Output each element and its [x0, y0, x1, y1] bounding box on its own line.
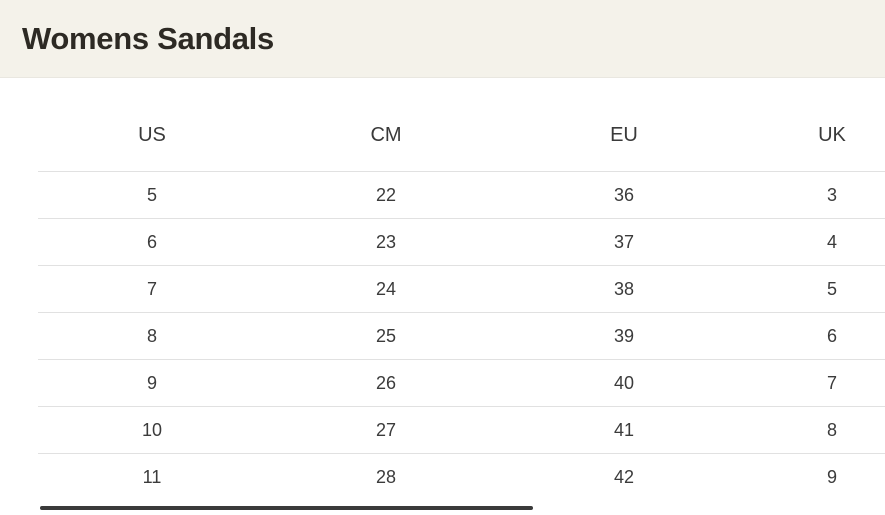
- table-row: 5 22 36 3: [38, 171, 885, 218]
- table-cell: 37: [613, 231, 635, 252]
- table-header-row: US CM EU UK: [38, 100, 885, 171]
- column-header-us: US: [138, 124, 166, 146]
- table-cell: 9: [146, 372, 157, 393]
- table-row: 11 28 42 9: [38, 453, 885, 500]
- table-cell: 3: [826, 184, 837, 205]
- size-chart-header: Womens Sandals: [0, 0, 885, 78]
- table-cell: 10: [141, 419, 163, 440]
- size-chart-table: US CM EU UK 5 22 36 3 6 23 37 4 7 24 38 5 8 25 39 6 9 26 4…: [38, 100, 885, 500]
- table-cell: 39: [613, 325, 635, 346]
- table-row: 7 24 38 5: [38, 265, 885, 312]
- table-cell: 28: [375, 466, 397, 487]
- table-cell: 23: [375, 231, 397, 252]
- table-cell: 6: [826, 325, 837, 346]
- column-header-eu: EU: [610, 124, 638, 146]
- table-cell: 25: [375, 325, 397, 346]
- table-cell: 6: [146, 231, 157, 252]
- table-cell: 26: [375, 372, 397, 393]
- table-cell: 24: [375, 278, 397, 299]
- table-cell: 11: [142, 466, 162, 487]
- table-cell: 42: [613, 466, 635, 487]
- table-cell: 8: [146, 325, 157, 346]
- table-row: 6 23 37 4: [38, 218, 885, 265]
- table-cell: 36: [613, 184, 635, 205]
- table-cell: 7: [146, 278, 157, 299]
- table-row: 8 25 39 6: [38, 312, 885, 359]
- table-cell: 40: [613, 372, 635, 393]
- table-row: 9 26 40 7: [38, 359, 885, 406]
- table-cell: 22: [375, 184, 397, 205]
- table-cell: 9: [826, 466, 837, 487]
- table-cell: 41: [613, 419, 635, 440]
- table-cell: 5: [146, 184, 157, 205]
- table-cell: 7: [826, 372, 837, 393]
- table-cell: 38: [613, 278, 635, 299]
- table-row: 10 27 41 8: [38, 406, 885, 453]
- table-cell: 4: [826, 231, 837, 252]
- column-header-cm: CM: [370, 124, 402, 146]
- column-header-uk: UK: [818, 124, 846, 146]
- table-body: 5 22 36 3 6 23 37 4 7 24 38 5 8 25 39 6 9 26 40 7 10 27 41 8 11 2…: [38, 171, 885, 500]
- page-title: Womens Sandals: [22, 20, 274, 56]
- horizontal-scrollbar-thumb[interactable]: [40, 506, 533, 510]
- table-cell: 27: [375, 419, 397, 440]
- table-cell: 8: [826, 419, 837, 440]
- table-cell: 5: [826, 278, 837, 299]
